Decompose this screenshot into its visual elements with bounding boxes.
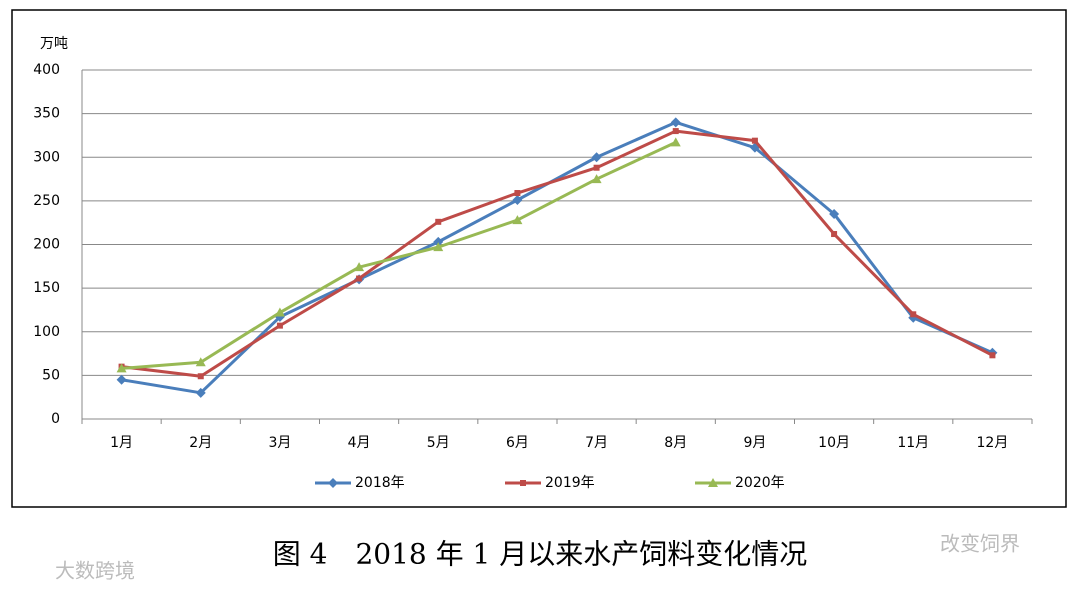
marker: [591, 174, 602, 184]
marker: [989, 352, 996, 359]
legend-label: 2020年: [735, 475, 785, 491]
y-tick-label: 100: [33, 324, 60, 340]
watermark: 大数跨境: [55, 559, 135, 583]
marker: [591, 152, 602, 163]
x-tick-label: 7月: [585, 435, 608, 451]
marker: [512, 195, 523, 206]
x-tick-label: 10月: [818, 435, 850, 451]
marker: [274, 307, 285, 317]
legend-marker: [708, 478, 718, 487]
marker: [670, 137, 681, 147]
x-tick-label: 9月: [743, 435, 766, 451]
x-tick-label: 8月: [664, 435, 687, 451]
marker: [433, 242, 444, 252]
series-line: [121, 129, 994, 378]
marker: [433, 236, 444, 247]
y-tick-label: 300: [33, 149, 60, 165]
marker: [197, 373, 204, 380]
y-tick-label: 250: [33, 193, 60, 209]
marker: [751, 137, 758, 144]
marker: [116, 374, 127, 385]
legend-marker: [520, 480, 526, 486]
marker: [435, 218, 442, 225]
y-tick-label: 150: [33, 280, 60, 296]
x-tick-label: 2月: [189, 435, 212, 451]
x-tick-label: 3月: [268, 435, 291, 451]
series-line: [121, 141, 677, 370]
marker: [276, 322, 283, 329]
marker: [593, 164, 600, 171]
marker: [195, 357, 206, 367]
marker: [116, 363, 127, 373]
x-tick-label: 5月: [427, 435, 450, 451]
y-tick-label: 50: [42, 367, 60, 383]
marker: [195, 387, 206, 398]
chart-frame: [11, 9, 1067, 508]
marker: [910, 311, 917, 318]
marker: [514, 190, 521, 197]
y-axis-label: 万吨: [40, 36, 68, 52]
legend-marker: [328, 478, 338, 488]
marker: [354, 262, 365, 272]
x-tick-label: 4月: [348, 435, 371, 451]
marker: [831, 231, 838, 238]
x-tick-label: 12月: [977, 435, 1009, 451]
marker: [356, 275, 363, 282]
y-tick-label: 0: [51, 411, 60, 427]
x-tick-label: 6月: [506, 435, 529, 451]
marker: [829, 208, 840, 219]
x-tick-label: 1月: [110, 435, 133, 451]
chart-title: 图 4 2018 年 1 月以来水产饲料变化情况: [273, 538, 808, 571]
marker: [670, 117, 681, 128]
y-tick-label: 400: [33, 62, 60, 78]
series-line: [121, 120, 994, 395]
marker: [672, 128, 679, 135]
y-tick-label: 350: [33, 106, 60, 122]
y-tick-label: 200: [33, 237, 60, 253]
marker: [512, 215, 523, 225]
legend-label: 2018年: [355, 475, 405, 491]
x-tick-label: 11月: [897, 435, 929, 451]
watermark: 改变饲界: [940, 532, 1020, 556]
legend-label: 2019年: [545, 475, 595, 491]
